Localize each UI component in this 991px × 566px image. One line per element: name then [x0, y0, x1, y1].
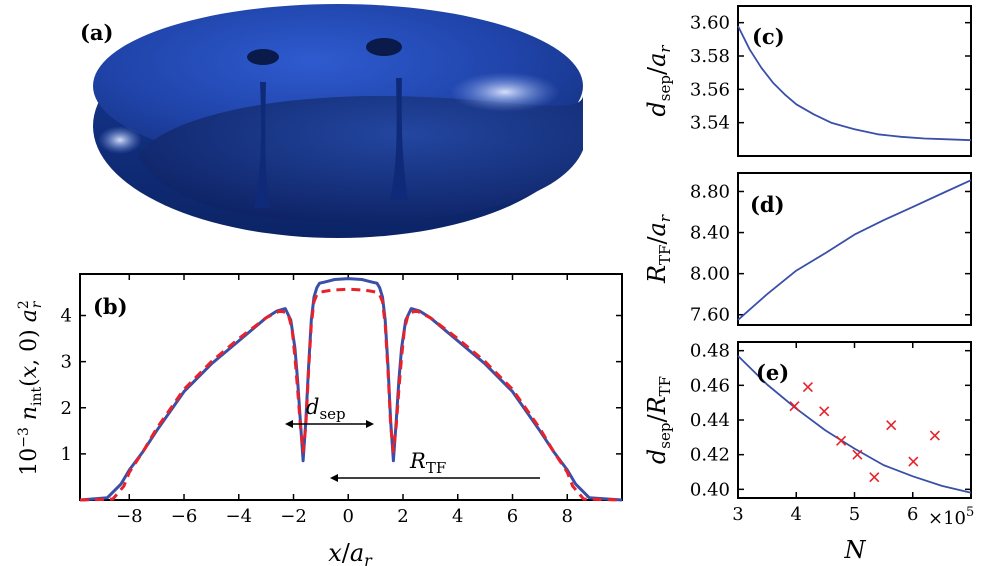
dsep-annotation-text: dsep — [306, 395, 346, 423]
surface-highlight-right — [450, 72, 560, 112]
panel-c: 3.54 3.56 3.58 3.60 (c) dsep/ar — [643, 5, 972, 157]
series-line-0 — [79, 277, 623, 502]
panel-b-label: (b) — [93, 294, 128, 319]
x-tick-label: 8 — [562, 506, 573, 527]
surface-highlight-left — [98, 126, 142, 154]
vortex-hole-right — [366, 38, 402, 56]
x-tick-label: −2 — [280, 506, 307, 527]
data-point — [929, 430, 940, 441]
panel-d-ylabel: RTF/ar — [643, 214, 674, 284]
y-tick-label: 0.42 — [690, 445, 730, 466]
panel-c-lines — [737, 25, 972, 142]
y-tick-label: 4 — [61, 306, 72, 327]
vortex-core-right — [390, 78, 408, 200]
panel-c-ticks: 3.54 3.56 3.58 3.60 — [690, 13, 971, 134]
y-tick-label: 0.44 — [690, 410, 730, 431]
panel-c-ylabel: dsep/ar — [643, 45, 674, 117]
panel-b: 1 2 3 4 −8 −6 −4 −2 0 2 4 6 8 (b) dsep RTF x/ar 10−3… — [16, 273, 623, 566]
panel-d-ticks: 7.60 8.00 8.40 8.80 — [690, 181, 971, 326]
y-tick-label: 2 — [61, 398, 72, 419]
series-line-0 — [737, 355, 972, 494]
panel-d-label: (d) — [750, 192, 785, 217]
series-line-0 — [737, 179, 972, 321]
data-point — [852, 449, 863, 460]
x-tick-label: 6 — [507, 506, 518, 527]
series-line-1 — [79, 287, 623, 502]
panel-d-lines — [737, 179, 972, 321]
panel-b-ylabel: 10−3 nint(x, 0) a2r — [16, 300, 45, 476]
x-tick-label: −4 — [225, 506, 252, 527]
panel-b-xlabel: x/ar — [328, 539, 373, 566]
panel-d-frame — [737, 172, 972, 326]
x-tick-label: 6 — [907, 504, 918, 525]
x-tick-label: 2 — [397, 506, 408, 527]
panel-e-ylabel: dsep/RTF — [643, 376, 674, 464]
panel-d: 7.60 8.00 8.40 8.80 (d) RTF/ar — [643, 172, 972, 326]
y-tick-label: 8.40 — [690, 223, 730, 244]
y-tick-label: 3 — [61, 352, 72, 373]
y-tick-label: 8.00 — [690, 264, 730, 285]
data-point — [819, 406, 830, 417]
x-tick-label: −6 — [171, 506, 198, 527]
rtf-annotation-text: RTF — [409, 449, 446, 477]
panel-a: (a) — [80, 4, 583, 238]
dsep-annotation: dsep — [285, 395, 374, 428]
data-point — [908, 456, 919, 467]
x-tick-label: 3 — [732, 504, 743, 525]
panel-c-frame — [737, 5, 972, 157]
y-tick-label: 8.80 — [690, 181, 730, 202]
vortex-hole-left — [247, 49, 279, 65]
series-line-0 — [737, 25, 972, 142]
data-point — [802, 382, 813, 393]
x-tick-label: 4 — [452, 506, 463, 527]
y-tick-label: 3.58 — [690, 46, 730, 67]
panel-e-label: (e) — [756, 360, 789, 385]
x-tick-label: 0 — [343, 506, 354, 527]
panel-e-xlabel: N — [844, 536, 867, 564]
panel-e-lines — [737, 355, 972, 494]
panel-e-ticks: 0.40 0.42 0.44 0.46 0.48 3 4 5 6 — [690, 341, 971, 525]
panel-e: 0.400.420.440.460.483 4 5 6 (e) dsep/RTF N … — [643, 341, 974, 564]
vortex-core-left — [254, 82, 270, 208]
y-tick-label: 7.60 — [690, 305, 730, 326]
panel-c-label: (c) — [752, 24, 785, 49]
y-tick-label: 0.48 — [690, 341, 730, 362]
x-tick-label: 5 — [849, 504, 860, 525]
data-point — [789, 401, 800, 412]
y-tick-label: 3.56 — [690, 79, 730, 100]
y-tick-label: 1 — [61, 444, 72, 465]
x-tick-label: −8 — [116, 506, 143, 527]
panel-b-frame — [79, 273, 623, 501]
rtf-annotation: RTF — [330, 449, 540, 482]
y-tick-label: 0.40 — [690, 479, 730, 500]
data-point — [836, 435, 847, 446]
condensate-cavity — [138, 96, 583, 223]
y-tick-label: 3.60 — [690, 13, 730, 34]
data-point — [886, 420, 897, 431]
y-tick-label: 3.54 — [690, 113, 730, 134]
panel-b-ticks: 1 2 3 4 −8 −6 −4 −2 0 2 4 6 8 — [61, 274, 622, 527]
x-tick-label: 4 — [791, 504, 802, 525]
panel-b-lines — [79, 277, 623, 502]
panel-e-multiplier: ×105 — [928, 505, 974, 529]
panel-a-label: (a) — [80, 20, 113, 45]
y-tick-label: 0.46 — [690, 375, 730, 396]
data-point — [869, 472, 880, 483]
